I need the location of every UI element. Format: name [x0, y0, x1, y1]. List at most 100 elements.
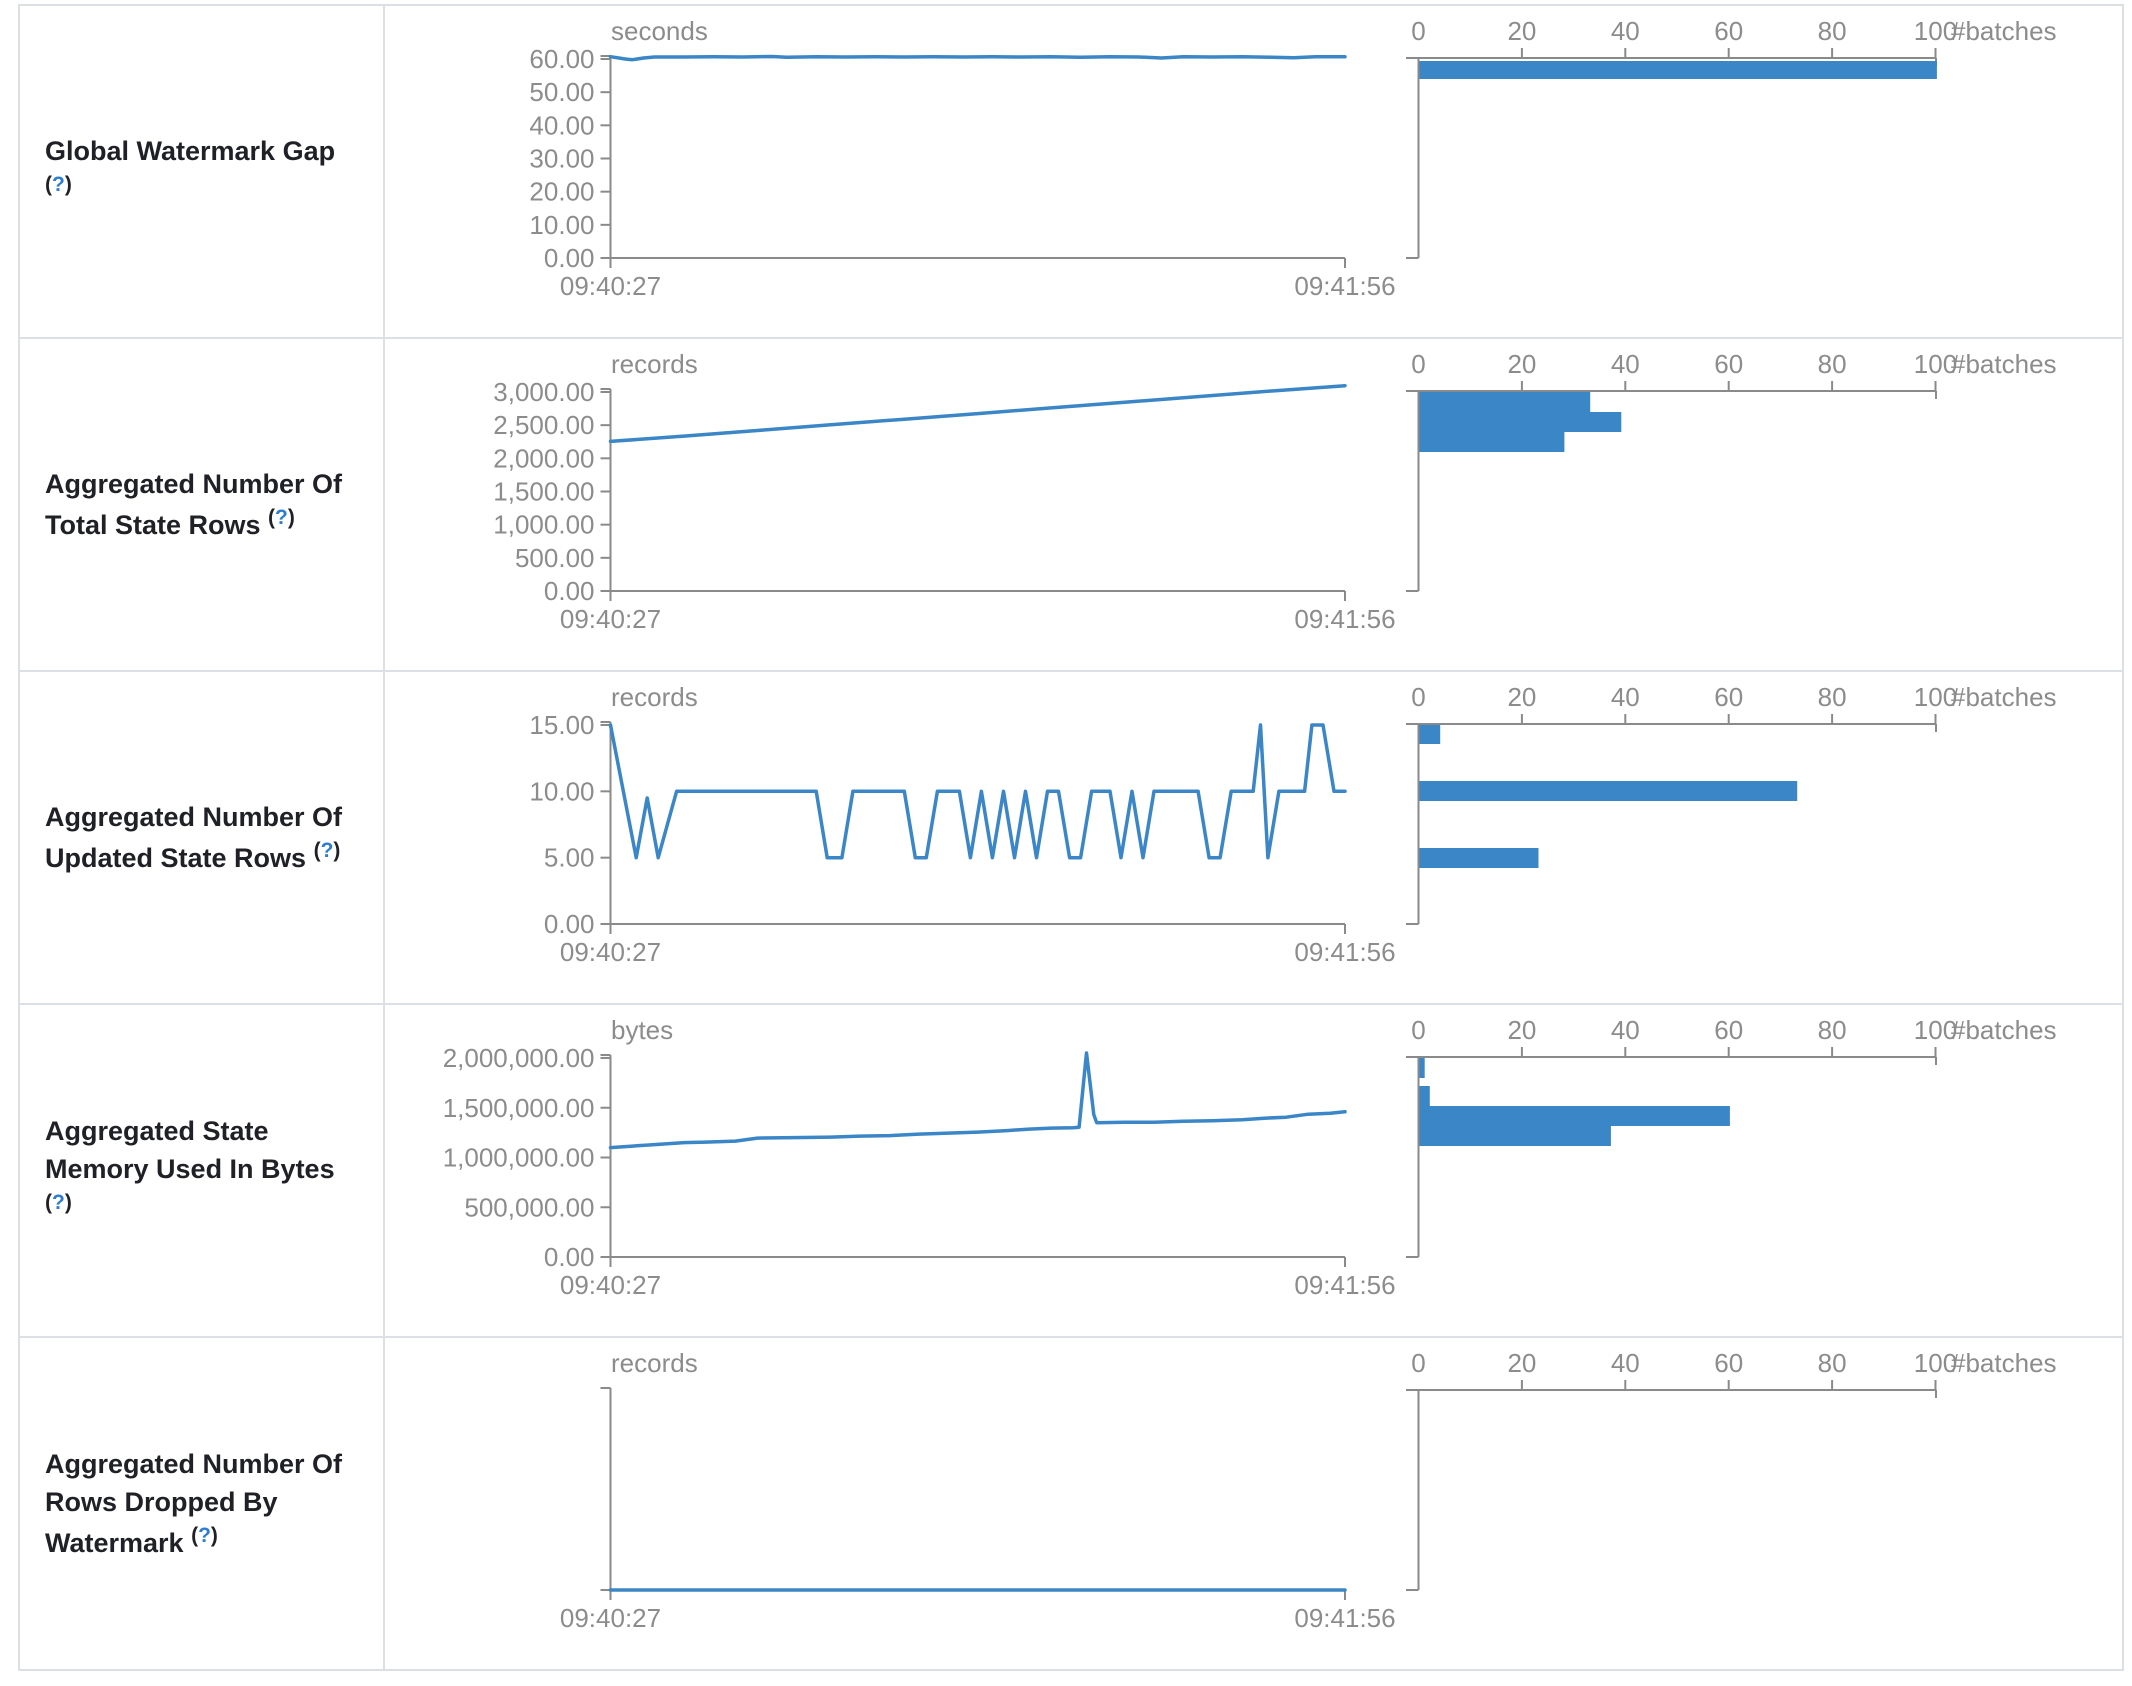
histogram-tick-label: 80	[1818, 16, 1847, 46]
timeline-start-time: 09:40:27	[560, 604, 661, 634]
total-state-rows-charts: records3,000.002,500.002,000.001,500.001…	[493, 349, 2057, 634]
histogram-tick-label: 60	[1714, 16, 1743, 46]
metric-charts-cell: records 15.00 10.00 5.00 0.00 09:40:27 09:41:5…	[385, 672, 2122, 1003]
metric-label: Aggregated Number Of Total State Rows (?…	[45, 465, 367, 545]
histogram-bar	[1419, 1058, 1425, 1078]
metric-label-cell: Global Watermark Gap (?)	[20, 6, 385, 337]
histogram-tick-label: 80	[1818, 1348, 1847, 1378]
histogram-bar	[1419, 392, 1591, 412]
metric-label-text: Global Watermark Gap	[45, 135, 336, 166]
histogram-bar	[1419, 1126, 1611, 1146]
histogram-tick-label: 60	[1714, 682, 1743, 712]
timeline-y-tick-label: 50.00	[529, 77, 594, 107]
timeline-y-tick-label: 0.00	[544, 909, 595, 939]
timeline-y-tick-label: 10.00	[529, 210, 594, 240]
histogram-tick-label: 100	[1914, 682, 1957, 712]
timeline-y-tick-label: 0.00	[544, 576, 595, 606]
timeline-y-tick-label: 1,500.00	[493, 477, 594, 507]
help-link[interactable]: (?)	[45, 1191, 72, 1215]
metric-label-cell: Aggregated Number Of Total State Rows (?…	[20, 339, 385, 670]
help-link[interactable]: (?)	[191, 1524, 218, 1548]
timeline-start-time: 09:40:27	[560, 271, 661, 301]
timeline-y-tick-label: 500.00	[515, 543, 595, 573]
histogram-tick-label: 40	[1611, 349, 1640, 379]
histogram-tick-label: 40	[1611, 682, 1640, 712]
timeline-y-tick-label: 0.00	[544, 243, 595, 273]
timeline-y-tick-label: 2,000.00	[493, 443, 594, 473]
histogram-axis-title: #batches	[1951, 349, 2057, 379]
metric-label-text: Aggregated Number Of Rows Dropped By Wat…	[45, 1448, 343, 1559]
histogram-tick-label: 40	[1611, 1015, 1640, 1045]
histogram-axis-title: #batches	[1951, 682, 2057, 712]
timeline-unit-label: seconds	[611, 16, 708, 46]
histogram-tick-label: 20	[1507, 16, 1536, 46]
metric-row-state-memory-used: Aggregated State Memory Used In Bytes (?…	[20, 1005, 2122, 1338]
timeline-start-time: 09:40:27	[560, 1270, 661, 1300]
metric-label-text: Aggregated Number Of Updated State Rows	[45, 801, 343, 873]
histogram-bar	[1419, 725, 1441, 744]
metric-label-text: Aggregated Number Of Total State Rows	[45, 468, 343, 540]
metric-charts-cell: seconds 60.00 50.00 40.00 30.00 20.00 10.00 0.0…	[385, 6, 2122, 337]
histogram-tick-label: 60	[1714, 1015, 1743, 1045]
histogram-tick-label: 100	[1914, 349, 1957, 379]
metric-row-updated-state-rows: Aggregated Number Of Updated State Rows …	[20, 672, 2122, 1005]
timeline-y-tick-label: 1,000.00	[493, 510, 594, 540]
histogram-tick-label: 100	[1914, 1348, 1957, 1378]
histogram-bar	[1419, 1086, 1430, 1106]
timeline-y-tick-label: 2,000,000.00	[443, 1043, 595, 1073]
histogram-bar	[1419, 848, 1539, 868]
timeline-y-tick-label: 15.00	[529, 710, 594, 740]
histogram-tick-label: 80	[1818, 349, 1847, 379]
timeline-y-tick-label: 500,000.00	[464, 1192, 594, 1222]
timeline-y-tick-label: 40.00	[529, 110, 594, 140]
timeline-y-tick-label: 5.00	[544, 843, 595, 873]
histogram-tick-label: 0	[1411, 1015, 1425, 1045]
timeline-unit-label: records	[611, 1348, 698, 1378]
timeline-y-tick-label: 10.00	[529, 776, 594, 806]
metric-label: Aggregated Number Of Rows Dropped By Wat…	[45, 1445, 367, 1563]
timeline-unit-label: records	[611, 349, 698, 379]
timeline-end-time: 09:41:56	[1294, 1603, 1395, 1633]
timeline-start-time: 09:40:27	[560, 937, 661, 967]
timeline-y-tick-label: 1,500,000.00	[443, 1093, 595, 1123]
histogram-tick-label: 0	[1411, 682, 1425, 712]
timeline-y-tick-label: 3,000.00	[493, 377, 594, 407]
histogram-tick-label: 80	[1818, 1015, 1847, 1045]
histogram-tick-label: 20	[1507, 682, 1536, 712]
histogram-bar	[1419, 412, 1622, 432]
timeline-y-tick-label: 20.00	[529, 177, 594, 207]
timeline-unit-label: bytes	[611, 1015, 673, 1045]
histogram-tick-label: 100	[1914, 16, 1957, 46]
metric-label: Aggregated Number Of Updated State Rows …	[45, 798, 367, 878]
histogram-tick-label: 100	[1914, 1015, 1957, 1045]
histogram-tick-label: 0	[1411, 16, 1425, 46]
histogram-tick-label: 0	[1411, 1348, 1425, 1378]
histogram-tick-label: 0	[1411, 349, 1425, 379]
histogram-bar	[1419, 61, 1937, 79]
help-link[interactable]: (?)	[268, 506, 295, 529]
help-link[interactable]: (?)	[313, 839, 341, 862]
histogram-tick-label: 60	[1714, 349, 1743, 379]
timeline-series-line	[608, 54, 1347, 62]
metric-row-rows-dropped-by-watermark: Aggregated Number Of Rows Dropped By Wat…	[20, 1338, 2122, 1669]
metric-label: Global Watermark Gap (?)	[45, 132, 367, 212]
metric-row-total-state-rows: Aggregated Number Of Total State Rows (?…	[20, 339, 2122, 672]
histogram-bar	[1419, 432, 1565, 452]
histogram-bar	[1419, 781, 1798, 801]
rows-dropped-charts: records 09:40:27 09:41:56 0 20 40 60 80 100#batc…	[560, 1348, 2057, 1633]
metric-label-cell: Aggregated State Memory Used In Bytes (?…	[20, 1005, 385, 1336]
histogram-tick-label: 20	[1507, 349, 1536, 379]
histogram-tick-label: 80	[1818, 682, 1847, 712]
histogram-axis-title: #batches	[1951, 1348, 2057, 1378]
timeline-y-tick-label: 60.00	[529, 44, 594, 74]
metric-label-cell: Aggregated Number Of Updated State Rows …	[20, 672, 385, 1003]
metric-charts-cell: records 09:40:27 09:41:56 0 20 40 60 80 100 #batc…	[385, 1338, 2122, 1669]
timeline-unit-label: records	[611, 682, 698, 712]
help-link[interactable]: (?)	[45, 173, 72, 196]
timeline-end-time: 09:41:56	[1294, 937, 1395, 967]
metric-label-cell: Aggregated Number Of Rows Dropped By Wat…	[20, 1338, 385, 1669]
metrics-table: Global Watermark Gap (?) seconds 60.00 50.…	[18, 4, 2124, 1671]
histogram-tick-label: 60	[1714, 1348, 1743, 1378]
